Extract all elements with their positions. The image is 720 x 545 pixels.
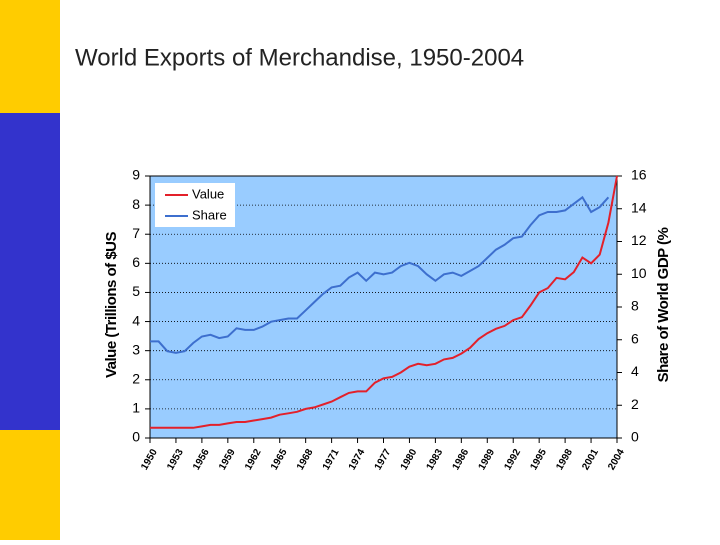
- y-axis-label: Value (Trillions of $US: [103, 231, 120, 378]
- y2-tick-label: 8: [631, 298, 639, 314]
- y-tick-label: 4: [132, 312, 140, 328]
- x-tick-label: 1983: [425, 447, 446, 472]
- x-tick-label: 1962: [243, 447, 264, 472]
- x-tick-label: 1974: [347, 447, 368, 472]
- y-tick-label: 2: [132, 370, 140, 386]
- y2-tick-label: 6: [631, 330, 639, 346]
- y-tick-label: 9: [132, 167, 140, 183]
- plot-border: [149, 175, 618, 439]
- legend-label: Value: [192, 186, 224, 201]
- y-tick-label: 5: [132, 283, 140, 299]
- accent-yellow-top: [0, 0, 60, 113]
- y-tick-label: 6: [132, 254, 140, 270]
- x-tick-label: 1953: [165, 447, 186, 472]
- series-line: [150, 195, 610, 354]
- x-tick-label: 1995: [528, 447, 549, 472]
- x-tick-label: 2004: [606, 447, 627, 472]
- x-tick-label: 1965: [269, 447, 290, 472]
- x-tick-label: 1980: [399, 447, 420, 472]
- y2-tick-label: 2: [631, 396, 639, 412]
- x-tick-label: 1971: [321, 447, 342, 472]
- x-tick-label: 1992: [502, 447, 523, 472]
- y-tick-label: 1: [132, 400, 140, 416]
- x-tick-label: 1956: [191, 447, 212, 472]
- accent-yellow-bottom: [0, 430, 60, 540]
- x-tick-label: 1950: [139, 447, 160, 472]
- y2-tick-label: 16: [631, 167, 647, 183]
- series-line: [150, 175, 618, 429]
- slide-title: World Exports of Merchandise, 1950-2004: [75, 44, 524, 71]
- x-tick-label: 2001: [580, 447, 601, 472]
- x-tick-label: 1986: [451, 447, 472, 472]
- y-tick-label: 0: [132, 429, 140, 445]
- x-tick-label: 1968: [295, 447, 316, 472]
- y2-tick-label: 4: [631, 363, 639, 379]
- legend-box: [155, 183, 235, 227]
- y-tick-label: 8: [132, 196, 140, 212]
- x-tick-label: 1998: [554, 447, 575, 472]
- legend-label: Share: [192, 207, 227, 222]
- y2-tick-label: 12: [631, 232, 647, 248]
- x-tick-label: 1977: [373, 447, 394, 472]
- y2-tick-label: 0: [631, 429, 639, 445]
- x-tick-label: 1989: [477, 447, 498, 472]
- y2-axis-label: Share of World GDP (%: [655, 227, 672, 382]
- x-tick-label: 1959: [217, 447, 238, 472]
- y2-tick-label: 14: [631, 199, 647, 215]
- y2-tick-label: 10: [631, 265, 647, 281]
- y-tick-label: 7: [132, 225, 140, 241]
- y-tick-label: 3: [132, 341, 140, 357]
- accent-blue: [0, 113, 60, 430]
